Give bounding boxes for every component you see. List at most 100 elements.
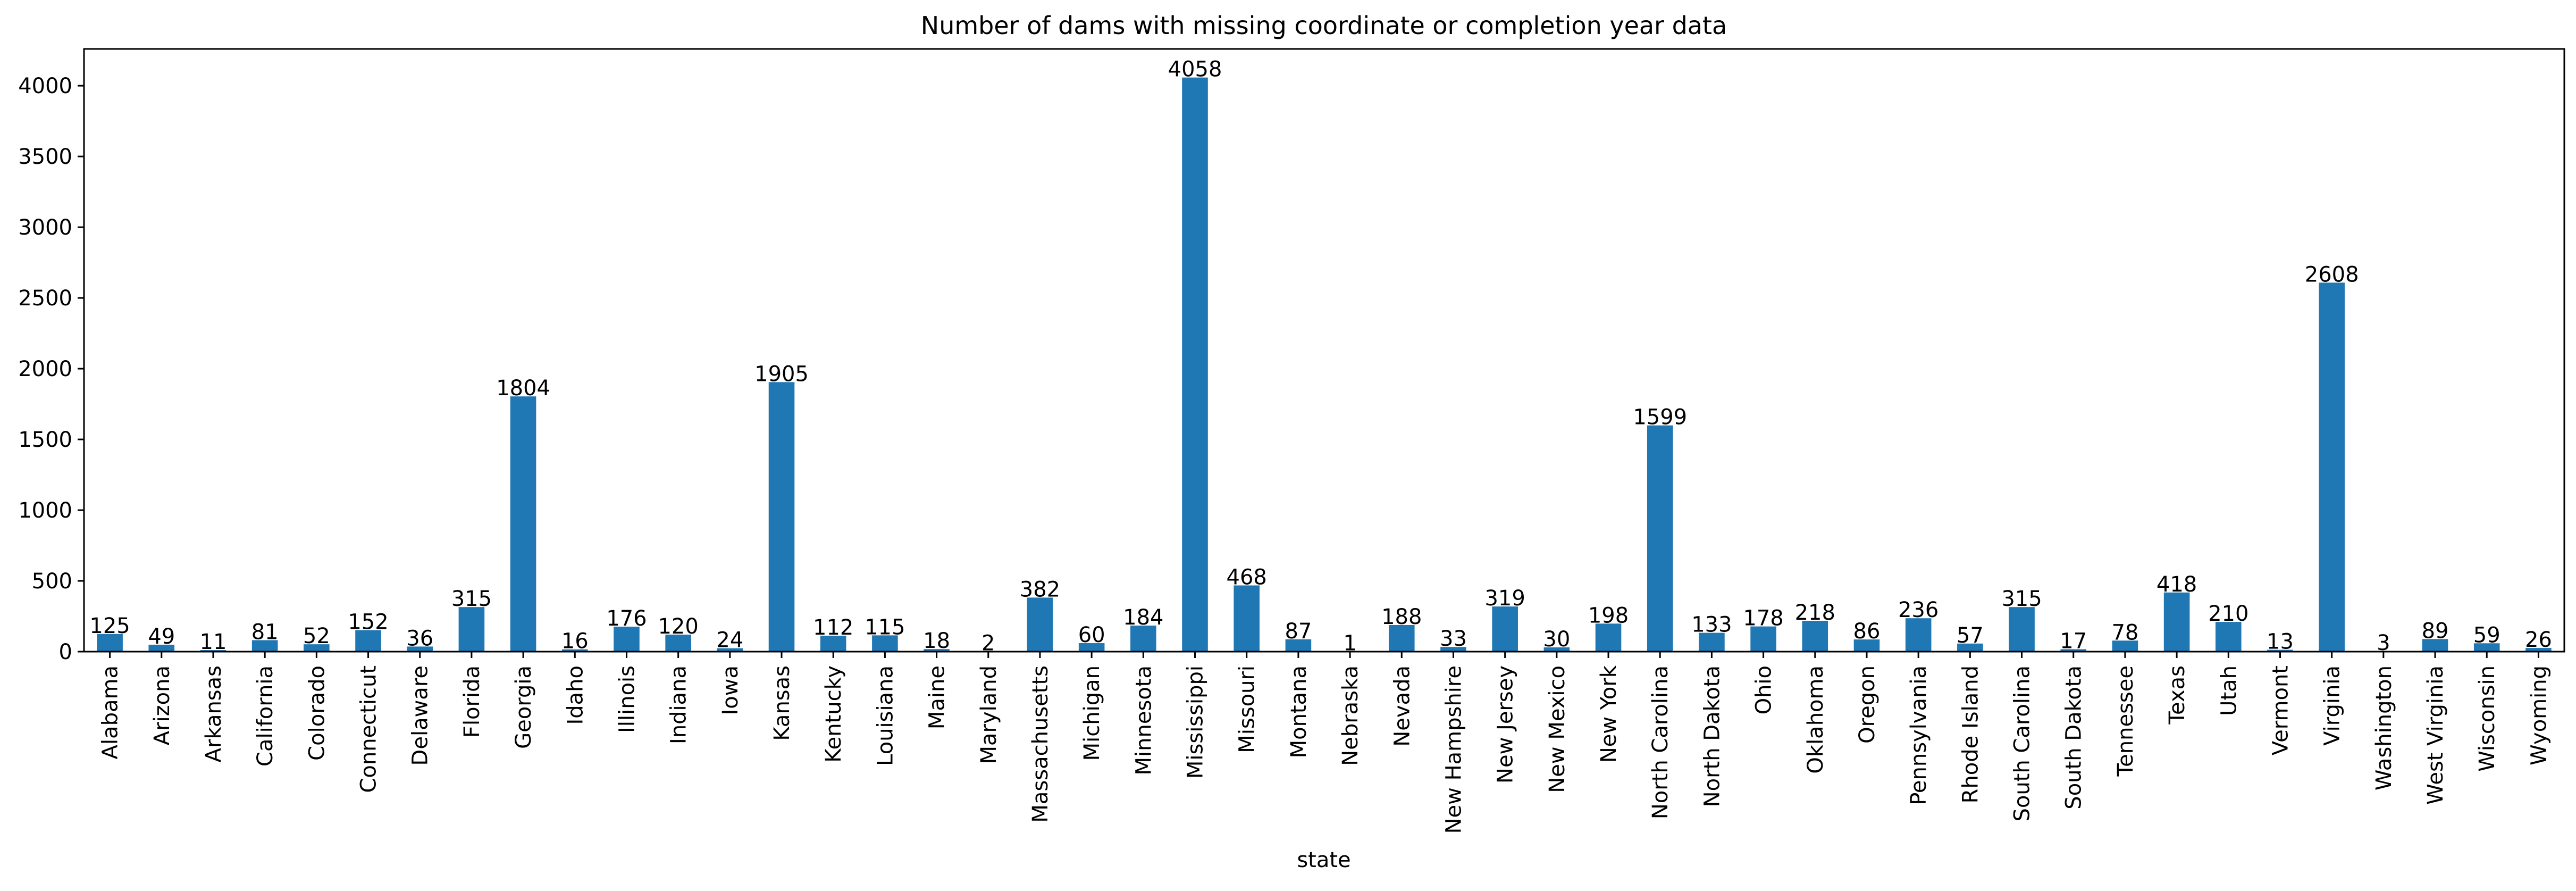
data-label: 218 [1795,601,1835,625]
x-tick-label: California [253,665,278,767]
x-tick-label: Wyoming [2527,665,2551,765]
y-tick-label: 2000 [18,357,72,381]
x-axis: Alabama Arizona Arkansas California Colorado… [98,652,2552,834]
bar-oklahoma [1802,621,1828,652]
x-axis-label: state [1297,848,1350,872]
bar-utah [2216,622,2242,652]
bars-layer [97,78,2551,652]
x-tick-label: Connecticut [357,665,381,793]
x-tick-label: Kansas [770,665,794,741]
data-label: 210 [2208,602,2248,626]
data-label: 236 [1898,598,1939,622]
x-tick-label: Illinois [615,665,639,733]
x-tick-label: Maryland [977,665,1001,764]
bar-florida [459,607,485,652]
x-tick-label: Delaware [408,665,433,765]
bar-texas [2164,593,2190,652]
x-tick-label: Wisconsin [2475,665,2499,772]
data-label: 382 [1020,577,1060,602]
data-label: 4058 [1168,57,1222,82]
x-tick-label: Indiana [667,665,691,744]
y-tick-label: 3000 [18,215,72,240]
data-label: 86 [1853,619,1881,644]
data-label: 57 [1957,623,1984,648]
x-tick-label: Arizona [150,665,174,745]
x-tick-label: Montana [1287,665,1311,758]
x-tick-label: Virginia [2320,665,2345,746]
data-label: 152 [348,610,388,635]
x-tick-label: Maine [925,665,950,729]
bar-georgia [510,396,536,652]
data-label: 178 [1743,606,1783,631]
data-label: 418 [2157,572,2197,597]
data-label: 188 [1381,605,1422,629]
y-tick-label: 4000 [18,74,72,98]
data-label: 60 [1078,623,1105,647]
data-label: 33 [1440,627,1467,651]
x-tick-label: Texas [2165,665,2189,725]
x-tick-label: South Carolina [2010,665,2035,822]
y-tick-label: 500 [32,569,72,594]
x-tick-label: North Dakota [1700,665,1724,807]
y-tick-label: 1500 [18,428,72,452]
y-tick-label: 1000 [18,498,72,523]
x-tick-label: New Mexico [1545,665,1570,793]
bar-massachusetts [1027,597,1053,652]
x-tick-label: Pennsylvania [1907,665,1931,805]
x-tick-label: New Hampshire [1441,665,1466,834]
x-tick-label: Colorado [305,665,329,761]
x-tick-label: New York [1597,665,1621,763]
data-label: 59 [2473,623,2501,647]
x-tick-label: Idaho [563,665,588,725]
data-label: 87 [1285,619,1312,644]
data-label: 319 [1484,586,1525,611]
data-label: 115 [865,615,905,639]
data-label: 24 [716,628,743,653]
bar-virginia [2319,282,2345,652]
data-label: 13 [2267,630,2294,654]
data-label: 2608 [2305,262,2359,287]
bar-south-carolina [2009,607,2035,652]
data-label: 184 [1123,605,1163,630]
x-tick-label: Nevada [1390,665,1414,747]
x-tick-label: Vermont [2268,665,2293,755]
x-tick-label: Minnesota [1131,665,1156,775]
bar-mississippi [1182,78,1208,652]
x-tick-label: Kentucky [821,665,846,763]
bar-north-carolina [1647,426,1673,652]
data-label: 315 [2001,587,2042,611]
x-tick-label: Iowa [718,665,743,715]
x-tick-label: Washington [2372,665,2396,790]
bar-missouri [1234,586,1260,652]
x-tick-label: Massachusetts [1028,665,1053,823]
x-tick-label: Arkansas [202,665,226,762]
y-tick-label: 0 [59,640,72,664]
x-tick-label: North Carolina [1648,665,1673,819]
data-label: 315 [451,587,492,611]
data-label: 120 [658,614,698,639]
data-label: 26 [2525,628,2552,652]
x-tick-label: Alabama [98,665,123,759]
data-label: 81 [251,620,279,644]
bar-pennsylvania [1906,618,1932,652]
plot-frame [84,49,2564,652]
data-label: 1804 [496,376,550,401]
data-label: 198 [1588,603,1629,628]
x-tick-label: Utah [2217,665,2241,716]
x-tick-label: Ohio [1752,665,1776,714]
x-tick-label: Tennessee [2113,665,2138,777]
x-tick-label: West Virginia [2423,665,2448,805]
data-label: 52 [303,624,330,648]
data-label: 36 [406,626,433,651]
x-tick-label: Michigan [1080,665,1104,761]
bar-new-jersey [1492,606,1518,652]
data-label: 89 [2422,619,2449,643]
bar-kansas [769,382,795,652]
data-label: 176 [606,606,647,631]
x-tick-label: Oregon [1855,665,1879,744]
x-tick-label: Nebraska [1338,665,1363,766]
